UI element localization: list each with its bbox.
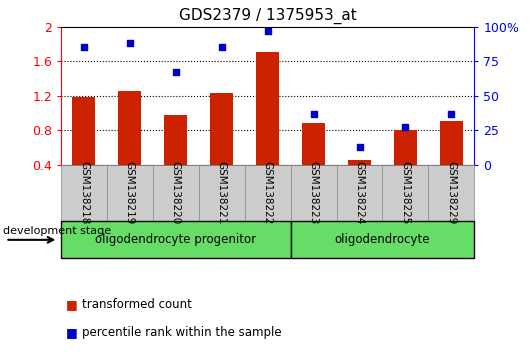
Text: GSM138218: GSM138218 <box>79 161 89 225</box>
Bar <box>73 97 95 165</box>
Point <box>80 45 88 50</box>
Point <box>263 28 272 34</box>
Bar <box>394 130 417 165</box>
Bar <box>302 123 325 165</box>
Point <box>401 125 410 130</box>
Text: development stage: development stage <box>3 226 111 236</box>
Text: transformed count: transformed count <box>82 298 192 311</box>
Text: ■: ■ <box>66 298 78 311</box>
Point <box>355 144 364 149</box>
Text: GSM138229: GSM138229 <box>446 161 456 225</box>
Point <box>172 69 180 75</box>
Bar <box>118 91 142 165</box>
Text: oligodendrocyte progenitor: oligodendrocyte progenitor <box>95 233 257 246</box>
Bar <box>164 115 187 165</box>
Bar <box>348 160 371 165</box>
Point <box>126 40 134 46</box>
Text: ■: ■ <box>66 326 78 339</box>
Point <box>447 111 456 116</box>
Text: oligodendrocyte: oligodendrocyte <box>335 233 430 246</box>
Bar <box>210 93 233 165</box>
Text: percentile rank within the sample: percentile rank within the sample <box>82 326 282 339</box>
Point <box>217 45 226 50</box>
Text: GSM138224: GSM138224 <box>355 161 365 225</box>
Text: GSM138222: GSM138222 <box>263 161 272 225</box>
Title: GDS2379 / 1375953_at: GDS2379 / 1375953_at <box>179 7 357 24</box>
Bar <box>440 121 463 165</box>
Text: GSM138221: GSM138221 <box>217 161 227 225</box>
Text: GSM138225: GSM138225 <box>401 161 410 225</box>
Point <box>310 111 318 116</box>
Text: GSM138223: GSM138223 <box>308 161 319 225</box>
Text: GSM138219: GSM138219 <box>125 161 135 225</box>
Bar <box>256 52 279 165</box>
Text: GSM138220: GSM138220 <box>171 161 181 224</box>
